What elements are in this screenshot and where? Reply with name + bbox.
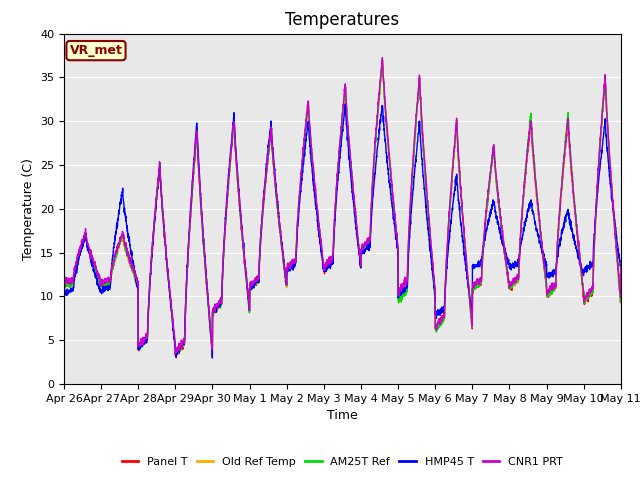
AM25T Ref (274, 205, 282, 211)
Panel T (379, 58, 387, 63)
Panel T (617, 265, 625, 271)
Line: CNR1 PRT: CNR1 PRT (64, 58, 621, 354)
Old Ref Temp (298, 165, 306, 170)
HMP45 T (124, 227, 131, 233)
CNR1 PRT (298, 161, 306, 167)
AM25T Ref (157, 179, 164, 184)
CNR1 PRT (606, 161, 614, 167)
Line: HMP45 T: HMP45 T (64, 104, 621, 358)
AM25T Ref (172, 354, 180, 360)
HMP45 T (60, 290, 68, 296)
Old Ref Temp (124, 251, 131, 256)
HMP45 T (606, 181, 614, 187)
CNR1 PRT (547, 283, 554, 288)
Panel T (547, 291, 554, 297)
HMP45 T (209, 355, 216, 361)
Old Ref Temp (547, 292, 554, 298)
CNR1 PRT (274, 203, 282, 209)
Text: VR_met: VR_met (70, 44, 122, 57)
CNR1 PRT (124, 249, 131, 255)
CNR1 PRT (172, 351, 179, 357)
X-axis label: Time: Time (327, 409, 358, 422)
Line: Old Ref Temp: Old Ref Temp (64, 60, 621, 356)
Panel T (274, 204, 282, 210)
HMP45 T (274, 198, 282, 204)
Old Ref Temp (60, 280, 68, 286)
Old Ref Temp (617, 265, 625, 271)
CNR1 PRT (60, 280, 68, 286)
CNR1 PRT (157, 174, 164, 180)
Line: AM25T Ref: AM25T Ref (64, 62, 621, 357)
HMP45 T (547, 274, 554, 280)
AM25T Ref (617, 269, 625, 275)
AM25T Ref (378, 59, 386, 65)
Old Ref Temp (379, 58, 387, 63)
Old Ref Temp (172, 353, 180, 359)
Old Ref Temp (157, 179, 164, 184)
Old Ref Temp (606, 165, 614, 171)
Panel T (606, 167, 614, 173)
Legend: Panel T, Old Ref Temp, AM25T Ref, HMP45 T, CNR1 PRT: Panel T, Old Ref Temp, AM25T Ref, HMP45 … (117, 453, 568, 471)
AM25T Ref (606, 163, 614, 169)
AM25T Ref (547, 289, 554, 295)
Panel T (173, 355, 180, 360)
Old Ref Temp (274, 207, 282, 213)
HMP45 T (341, 101, 349, 107)
HMP45 T (157, 179, 164, 184)
CNR1 PRT (379, 55, 387, 60)
Panel T (157, 179, 164, 184)
Panel T (124, 251, 131, 256)
CNR1 PRT (617, 264, 625, 269)
Panel T (60, 283, 68, 288)
AM25T Ref (60, 282, 68, 288)
AM25T Ref (124, 252, 131, 258)
AM25T Ref (298, 162, 306, 168)
HMP45 T (298, 177, 306, 183)
Line: Panel T: Panel T (64, 60, 621, 358)
HMP45 T (617, 264, 625, 270)
Y-axis label: Temperature (C): Temperature (C) (22, 158, 35, 260)
Title: Temperatures: Temperatures (285, 11, 399, 29)
Panel T (298, 161, 306, 167)
